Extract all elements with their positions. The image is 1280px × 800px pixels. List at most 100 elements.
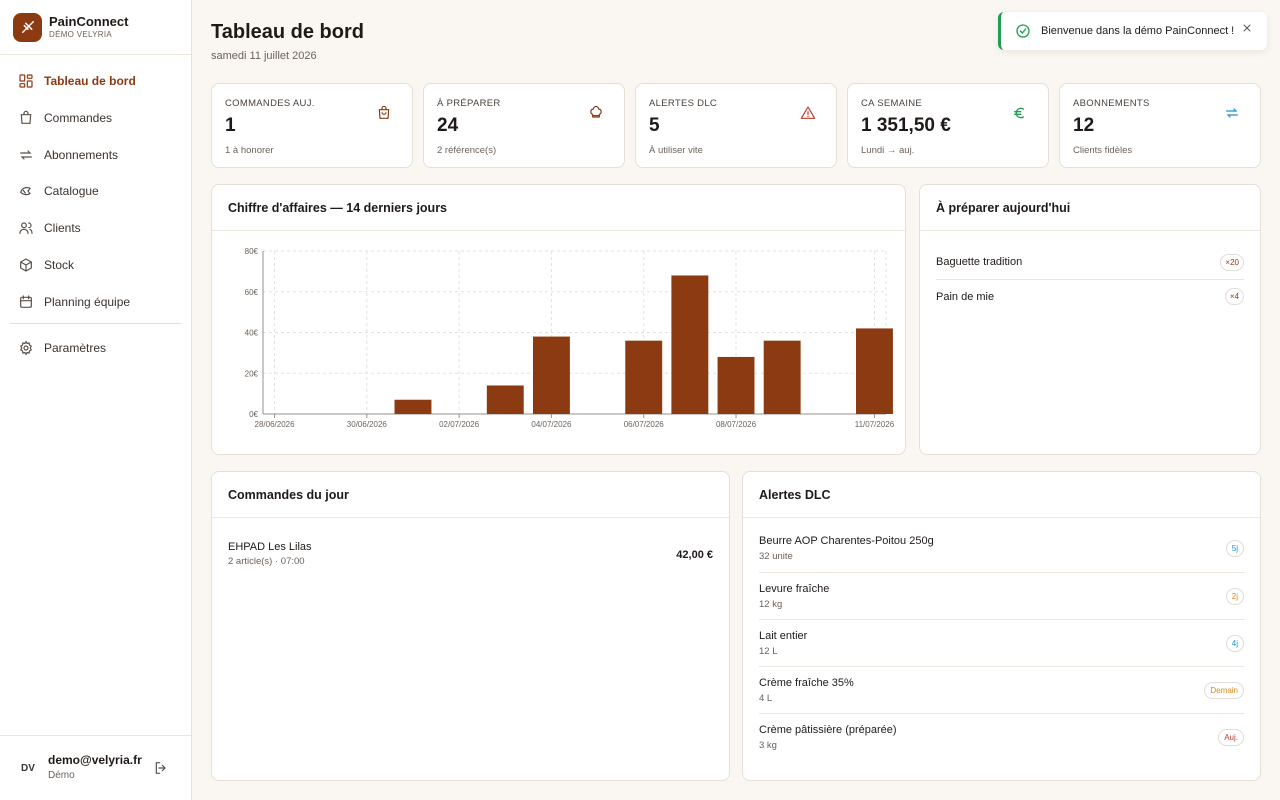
chart-bar[interactable] xyxy=(625,340,663,414)
kpi-sub: Lundi → auj. xyxy=(861,145,915,156)
prep-item-qty: ×4 xyxy=(1224,288,1244,305)
dlc-item-qty: 12 kg xyxy=(759,598,783,610)
sidebar-item-label: Paramètres xyxy=(44,340,107,355)
sidebar-nav: Tableau de bord Commandes Abonnements Ca… xyxy=(0,55,191,364)
box-icon xyxy=(20,258,32,272)
users-icon xyxy=(19,222,33,235)
card-title: Alertes DLC xyxy=(743,472,1260,518)
sidebar-item-label: Catalogue xyxy=(44,184,99,199)
y-tick-label: 20€ xyxy=(245,369,259,378)
sidebar-item-planning[interactable]: Planning équipe xyxy=(10,286,181,318)
sidebar: PainConnect DÉMO VELYRIA Tableau de bord… xyxy=(0,0,192,800)
x-tick-label: 08/07/2026 xyxy=(716,420,757,429)
x-tick-label: 11/07/2026 xyxy=(855,420,895,429)
dlc-item-name: Crème pâtissière (préparée) xyxy=(759,723,897,736)
list-item[interactable]: Beurre AOP Charentes-Poitou 250g 32 unite… xyxy=(759,525,1244,572)
status-badge: Demain xyxy=(1204,681,1244,699)
kpi-label: COMMANDES AUJ. xyxy=(225,98,315,109)
list-item[interactable]: Levure fraîche 12 kg 2j xyxy=(759,572,1244,619)
sidebar-item-orders[interactable]: Commandes xyxy=(10,102,181,134)
sidebar-item-dashboard[interactable]: Tableau de bord xyxy=(10,65,181,97)
repeat-icon xyxy=(20,149,32,160)
status-badge: 4j xyxy=(1225,634,1244,652)
orders-card: Commandes du jour EHPAD Les Lilas 2 arti… xyxy=(211,471,730,781)
shopping-bag-icon xyxy=(378,105,390,119)
kpi-sub: 1 à honorer xyxy=(225,145,274,156)
x-tick-label: 28/06/2026 xyxy=(255,420,296,429)
order-client: EHPAD Les Lilas xyxy=(228,541,312,553)
kpi-sub: À utiliser vite xyxy=(649,145,703,156)
brand[interactable]: PainConnect DÉMO VELYRIA xyxy=(0,0,191,55)
dlc-item-name: Levure fraîche xyxy=(759,582,830,595)
kpi-label: ALERTES DLC xyxy=(649,98,718,109)
card-title: À préparer aujourd'hui xyxy=(920,185,1260,231)
toast-text: Bienvenue dans la démo PainConnect ! xyxy=(1041,25,1235,37)
kpi-sub: Clients fidèles xyxy=(1073,145,1133,156)
prep-card: À préparer aujourd'hui Baguette traditio… xyxy=(919,184,1261,455)
list-item[interactable]: EHPAD Les Lilas 2 article(s) · 07:00 42,… xyxy=(228,541,713,567)
chart-bar[interactable] xyxy=(856,328,893,414)
euro-icon xyxy=(1014,107,1024,119)
chart-bar[interactable] xyxy=(486,385,524,414)
close-icon[interactable] xyxy=(1241,22,1253,34)
status-badge: 5j xyxy=(1225,540,1244,557)
dlc-item-name: Crème fraîche 35% xyxy=(759,676,854,689)
chart-bar[interactable] xyxy=(671,275,709,414)
sidebar-item-catalog[interactable]: Catalogue xyxy=(10,175,181,207)
kpi-value: 1 351,50 € xyxy=(861,115,951,136)
kpi-sub: 2 référence(s) xyxy=(437,145,497,156)
prep-item-qty: ×20 xyxy=(1220,253,1244,271)
y-tick-label: 80€ xyxy=(245,247,259,256)
avatar: DV xyxy=(21,762,35,774)
kpi-value: 24 xyxy=(437,115,459,136)
user-role: Démo xyxy=(48,770,75,781)
status-badge: 2j xyxy=(1225,587,1244,605)
x-tick-label: 30/06/2026 xyxy=(347,420,388,429)
chef-hat-icon xyxy=(590,105,602,118)
sidebar-item-label: Planning équipe xyxy=(44,294,131,309)
prep-item-name: Baguette tradition xyxy=(936,256,1023,268)
kpi-card-weekly-revenue[interactable]: CA SEMAINE 1 351,50 € Lundi → auj. xyxy=(847,83,1049,168)
list-item[interactable]: Crème pâtissière (préparée) 3 kg Auj. xyxy=(759,713,1244,760)
app-name: PainConnect xyxy=(49,14,129,29)
sidebar-item-settings[interactable]: Paramètres xyxy=(10,332,181,364)
kpi-value: 12 xyxy=(1073,115,1095,136)
status-badge: Auj. xyxy=(1218,728,1244,746)
sidebar-item-clients[interactable]: Clients xyxy=(10,212,181,244)
sidebar-item-label: Stock xyxy=(44,257,75,272)
gear-icon xyxy=(20,340,32,356)
dlc-item-qty: 3 kg xyxy=(759,739,777,751)
kpi-value: 5 xyxy=(649,115,660,136)
dashboard-icon xyxy=(19,74,33,88)
chart-bar[interactable] xyxy=(717,356,755,414)
list-item[interactable]: Crème fraîche 35% 4 L Demain xyxy=(759,666,1244,713)
kpi-card-dlc-alerts[interactable]: ALERTES DLC 5 À utiliser vite xyxy=(635,83,837,168)
sidebar-item-subscriptions[interactable]: Abonnements xyxy=(10,139,181,171)
chart-bar[interactable] xyxy=(394,399,432,414)
kpi-card-subscriptions[interactable]: ABONNEMENTS 12 Clients fidèles xyxy=(1059,83,1261,168)
x-tick-label: 06/07/2026 xyxy=(624,420,665,429)
order-meta: 2 article(s) · 07:00 xyxy=(228,556,305,567)
kpi-label: À PRÉPARER xyxy=(437,98,501,109)
list-item[interactable]: Baguette tradition ×20 xyxy=(936,245,1244,279)
sidebar-item-label: Abonnements xyxy=(44,147,119,162)
list-item[interactable]: Lait entier 12 L 4j xyxy=(759,619,1244,666)
logout-icon[interactable] xyxy=(153,760,169,776)
kpi-label: ABONNEMENTS xyxy=(1073,98,1150,109)
chart-bar[interactable] xyxy=(532,336,570,414)
page-date: samedi 11 juillet 2026 xyxy=(211,50,317,62)
list-item[interactable]: Pain de mie ×4 xyxy=(936,279,1244,313)
sidebar-divider xyxy=(10,322,181,324)
app-subtitle: DÉMO VELYRIA xyxy=(49,30,113,39)
kpi-card-to-prepare[interactable]: À PRÉPARER 24 2 référence(s) xyxy=(423,83,625,168)
dlc-item-qty: 12 L xyxy=(759,645,778,657)
user-panel: DV demo@velyria.fr Démo xyxy=(0,735,191,800)
prep-item-name: Pain de mie xyxy=(936,290,995,303)
shopping-bag-icon xyxy=(20,110,32,124)
warning-icon xyxy=(800,106,816,119)
kpi-card-orders[interactable]: COMMANDES AUJ. 1 1 à honorer xyxy=(211,83,413,168)
order-amount: 42,00 € xyxy=(676,549,713,561)
chart-bar[interactable] xyxy=(763,340,801,414)
sidebar-item-stock[interactable]: Stock xyxy=(10,249,181,281)
revenue-bar-chart: 0€ 20€ 40€ 60€ 80€ 28/06/2026 30/06/2026 02/07/… xyxy=(245,247,895,429)
